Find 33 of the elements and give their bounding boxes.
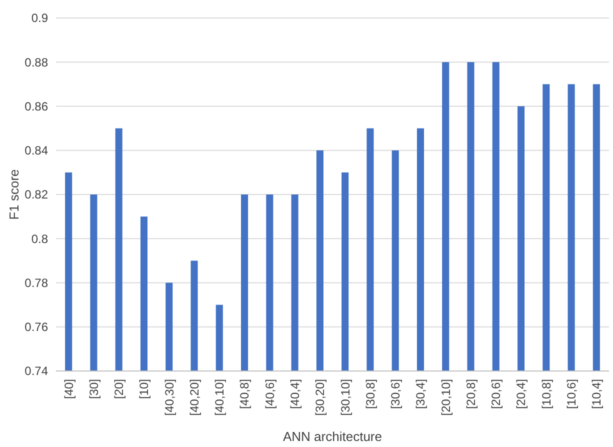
y-tick-label: 0.86: [24, 99, 48, 114]
x-tick-label: [30,20]: [313, 379, 328, 416]
x-tick-label: [40,4]: [288, 379, 302, 410]
x-tick-label: [20,4]: [514, 379, 528, 410]
x-tick-label: [40,8]: [238, 379, 252, 410]
x-tick-label: [40,20]: [187, 379, 202, 416]
x-tick-label: [10,6]: [564, 379, 578, 410]
x-tick-label: [40,6]: [262, 379, 277, 410]
y-tick-label: 0.9: [31, 11, 48, 26]
y-axis-title: F1 score: [6, 169, 22, 220]
y-tick-label: 0.76: [24, 320, 48, 334]
x-tick-label: [30,10]: [338, 379, 352, 416]
x-tick-label: [20,8]: [464, 379, 478, 410]
x-tick-label: [20,10]: [438, 379, 453, 416]
x-tick-label: [40,30]: [162, 379, 176, 416]
x-tick-label: [40,10]: [212, 379, 227, 416]
y-tick-label: 0.74: [24, 364, 48, 378]
x-tick-label: [10]: [137, 379, 152, 400]
x-axis-title: ANN architecture: [283, 429, 382, 444]
x-tick-label: [20,6]: [489, 379, 504, 410]
x-tick-label: [30,8]: [363, 379, 378, 410]
y-tick-label: 0.8: [31, 232, 48, 246]
x-tick-label: [30,4]: [414, 379, 428, 410]
x-tick-label: [40]: [62, 379, 76, 400]
x-tick-label: [30,6]: [388, 379, 403, 410]
x-tick-label: [20]: [112, 379, 126, 400]
x-tick-label: [10,4]: [590, 379, 604, 410]
y-tick-label: 0.78: [24, 276, 48, 290]
y-tick-label: 0.88: [24, 55, 48, 70]
x-tick-label: [30]: [86, 379, 101, 400]
y-tick-label: 0.84: [24, 144, 48, 158]
x-tick-label: [10,8]: [539, 379, 554, 410]
y-tick-label: 0.82: [24, 188, 48, 202]
